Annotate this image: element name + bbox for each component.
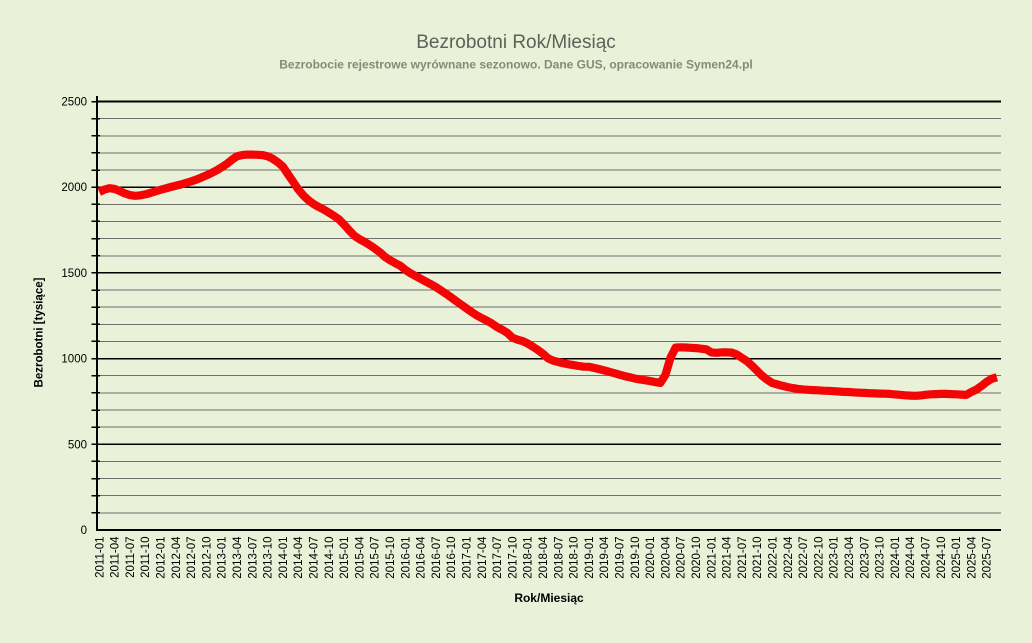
- svg-text:2017-01: 2017-01: [462, 537, 474, 579]
- svg-text:2020-07: 2020-07: [676, 537, 688, 579]
- svg-text:2015-04: 2015-04: [354, 536, 366, 579]
- svg-text:2012-07: 2012-07: [186, 537, 198, 579]
- svg-text:2019-10: 2019-10: [630, 537, 642, 579]
- svg-text:2023-10: 2023-10: [875, 537, 887, 579]
- svg-text:2500: 2500: [61, 97, 87, 109]
- svg-text:2012-01: 2012-01: [156, 537, 168, 579]
- svg-text:2013-01: 2013-01: [217, 537, 229, 579]
- svg-text:1500: 1500: [61, 268, 87, 280]
- svg-text:2020-10: 2020-10: [691, 537, 703, 579]
- svg-text:2021-04: 2021-04: [722, 536, 734, 579]
- svg-text:2019-01: 2019-01: [584, 537, 596, 579]
- svg-text:2022-01: 2022-01: [768, 537, 780, 579]
- svg-text:Bezrobotni Rok/Miesiąc: Bezrobotni Rok/Miesiąc: [416, 32, 616, 53]
- svg-text:2018-04: 2018-04: [538, 536, 550, 579]
- svg-text:2022-04: 2022-04: [783, 536, 795, 579]
- svg-text:2013-04: 2013-04: [232, 536, 244, 579]
- svg-text:2023-01: 2023-01: [829, 537, 841, 579]
- svg-text:2022-10: 2022-10: [813, 537, 825, 579]
- svg-text:2016-07: 2016-07: [431, 537, 443, 579]
- svg-text:Bezrobocie rejestrowe wyrównan: Bezrobocie rejestrowe wyrównane sezonowo…: [279, 58, 752, 72]
- svg-text:2025-01: 2025-01: [951, 537, 963, 579]
- svg-text:2013-10: 2013-10: [263, 537, 275, 579]
- svg-text:2013-07: 2013-07: [247, 537, 259, 579]
- svg-text:2017-07: 2017-07: [492, 537, 504, 579]
- svg-text:2014-04: 2014-04: [293, 536, 305, 579]
- svg-text:2012-10: 2012-10: [201, 537, 213, 579]
- svg-text:2019-04: 2019-04: [599, 536, 611, 579]
- svg-text:2015-10: 2015-10: [385, 537, 397, 579]
- svg-text:2016-10: 2016-10: [446, 537, 458, 579]
- svg-text:Bezrobotni [tysiące]: Bezrobotni [tysiące]: [34, 277, 46, 387]
- svg-text:Rok/Miesiąc: Rok/Miesiąc: [514, 591, 584, 605]
- svg-text:2016-04: 2016-04: [416, 536, 428, 579]
- svg-text:2014-07: 2014-07: [309, 537, 321, 579]
- svg-text:2018-01: 2018-01: [523, 537, 535, 579]
- svg-text:2012-04: 2012-04: [171, 536, 183, 579]
- svg-text:0: 0: [81, 525, 87, 537]
- svg-text:2016-01: 2016-01: [400, 537, 412, 579]
- svg-text:2015-07: 2015-07: [370, 537, 382, 579]
- svg-text:2024-10: 2024-10: [936, 537, 948, 579]
- svg-text:2025-04: 2025-04: [966, 536, 978, 579]
- svg-text:2024-07: 2024-07: [921, 537, 933, 579]
- svg-text:2023-07: 2023-07: [859, 537, 871, 579]
- svg-text:2025-07: 2025-07: [982, 537, 994, 579]
- svg-text:2018-07: 2018-07: [553, 537, 565, 579]
- svg-text:500: 500: [68, 439, 87, 451]
- svg-text:2018-10: 2018-10: [569, 537, 581, 579]
- svg-text:2017-10: 2017-10: [507, 537, 519, 579]
- svg-text:2017-04: 2017-04: [477, 536, 489, 579]
- svg-text:2023-04: 2023-04: [844, 536, 856, 579]
- svg-text:2014-10: 2014-10: [324, 537, 336, 579]
- svg-text:2021-01: 2021-01: [706, 537, 718, 579]
- svg-text:2021-10: 2021-10: [752, 537, 764, 579]
- svg-text:2024-04: 2024-04: [905, 536, 917, 579]
- svg-text:1000: 1000: [61, 354, 87, 366]
- svg-text:2024-01: 2024-01: [890, 537, 902, 579]
- svg-text:2011-04: 2011-04: [110, 536, 122, 578]
- svg-text:2015-01: 2015-01: [339, 537, 351, 579]
- svg-text:2011-01: 2011-01: [94, 537, 106, 578]
- svg-text:2000: 2000: [61, 182, 87, 194]
- svg-text:2021-07: 2021-07: [737, 537, 749, 579]
- svg-text:2011-10: 2011-10: [140, 537, 152, 578]
- svg-text:2020-04: 2020-04: [660, 536, 672, 579]
- svg-text:2022-07: 2022-07: [798, 537, 810, 579]
- svg-text:2019-07: 2019-07: [615, 537, 627, 579]
- svg-text:2011-07: 2011-07: [125, 537, 137, 578]
- svg-text:2020-01: 2020-01: [645, 537, 657, 579]
- svg-text:2014-01: 2014-01: [278, 537, 290, 579]
